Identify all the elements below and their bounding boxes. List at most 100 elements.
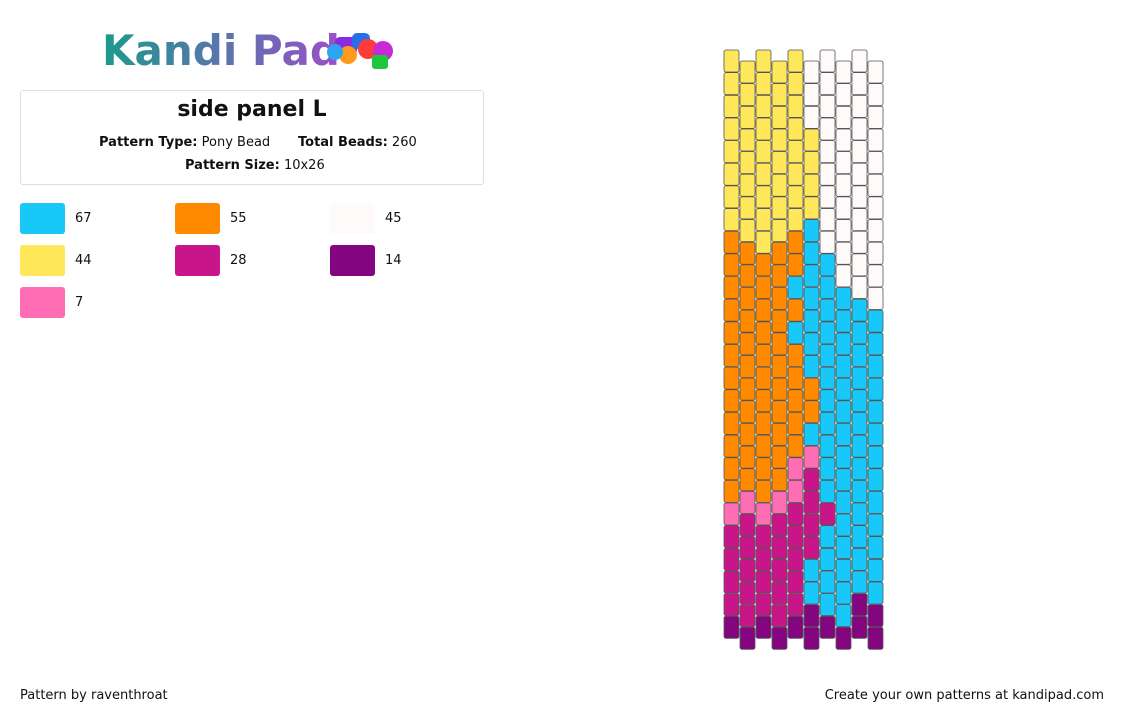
bead xyxy=(723,547,740,571)
bead xyxy=(851,389,868,413)
bead xyxy=(723,162,740,186)
bead xyxy=(867,60,884,84)
bead xyxy=(803,558,820,582)
bead xyxy=(851,344,868,367)
bead xyxy=(835,60,852,84)
bead xyxy=(755,366,772,390)
bead xyxy=(771,287,788,310)
footer-right: Create your own patterns at kandipad.com xyxy=(824,688,1104,703)
bead xyxy=(803,626,820,650)
bead xyxy=(867,264,884,288)
bead xyxy=(723,570,740,594)
bead xyxy=(851,253,868,277)
size-row: Pattern Size: 10x26 xyxy=(185,158,325,173)
bead xyxy=(723,276,740,299)
bead xyxy=(867,151,884,175)
bead xyxy=(867,332,884,356)
bead xyxy=(771,490,788,514)
bead xyxy=(867,196,884,220)
bead xyxy=(739,128,756,152)
bead xyxy=(851,230,868,254)
bead xyxy=(867,558,884,582)
bead xyxy=(787,502,804,526)
bead xyxy=(867,626,884,650)
bead xyxy=(835,558,852,582)
bead xyxy=(787,525,804,549)
bead xyxy=(867,219,884,243)
bead xyxy=(867,287,884,310)
bead xyxy=(723,117,740,141)
legend-count: 14 xyxy=(385,253,402,268)
bead xyxy=(803,445,820,469)
bead xyxy=(771,558,788,582)
bead xyxy=(723,72,740,96)
bead xyxy=(771,332,788,356)
bead xyxy=(723,344,740,367)
bead xyxy=(739,581,756,605)
bead xyxy=(755,457,772,481)
bead xyxy=(787,321,804,345)
bead xyxy=(819,185,836,209)
bead xyxy=(819,276,836,299)
type-row: Pattern Type: Pony Bead xyxy=(99,135,270,150)
bead xyxy=(835,536,852,560)
bead xyxy=(787,72,804,96)
bead xyxy=(771,422,788,446)
label: Pattern Type: xyxy=(99,135,198,150)
info-box xyxy=(20,90,484,185)
bead xyxy=(755,502,772,526)
bead xyxy=(723,434,740,458)
legend-count: 67 xyxy=(75,211,92,226)
bead xyxy=(835,105,852,129)
bead xyxy=(771,355,788,378)
bead xyxy=(723,411,740,435)
legend-count: 7 xyxy=(75,295,84,310)
bead xyxy=(787,344,804,367)
bead xyxy=(819,411,836,435)
bead xyxy=(819,344,836,367)
bead xyxy=(787,366,804,390)
value: 10x26 xyxy=(283,158,325,173)
bead xyxy=(723,593,740,617)
bead xyxy=(851,525,868,549)
legend-count: 55 xyxy=(230,211,247,226)
bead xyxy=(723,457,740,481)
bead xyxy=(851,434,868,458)
bead xyxy=(803,219,820,243)
bead xyxy=(787,570,804,594)
bead xyxy=(723,230,740,254)
bead xyxy=(739,219,756,243)
legend-swatch xyxy=(330,245,375,276)
bead xyxy=(771,377,788,401)
bead xyxy=(835,581,852,605)
bead xyxy=(803,105,820,129)
bead xyxy=(739,60,756,84)
bead xyxy=(803,287,820,310)
bead xyxy=(819,593,836,617)
bead xyxy=(739,468,756,492)
bead xyxy=(787,230,804,254)
bead xyxy=(835,422,852,446)
bead xyxy=(835,626,852,650)
bead xyxy=(739,105,756,129)
bead xyxy=(851,276,868,299)
bead xyxy=(867,422,884,446)
bead xyxy=(835,604,852,628)
bead xyxy=(835,128,852,152)
bead xyxy=(771,468,788,492)
bead xyxy=(851,615,868,639)
bead xyxy=(723,366,740,390)
bead xyxy=(867,536,884,560)
bead xyxy=(803,241,820,265)
bead xyxy=(819,230,836,254)
bead xyxy=(787,162,804,186)
bead xyxy=(787,547,804,571)
bead xyxy=(803,581,820,605)
bead xyxy=(835,355,852,378)
bead xyxy=(755,570,772,594)
bead xyxy=(771,604,788,628)
bead xyxy=(739,626,756,650)
bead xyxy=(771,445,788,469)
bead xyxy=(723,94,740,118)
bead xyxy=(739,173,756,197)
